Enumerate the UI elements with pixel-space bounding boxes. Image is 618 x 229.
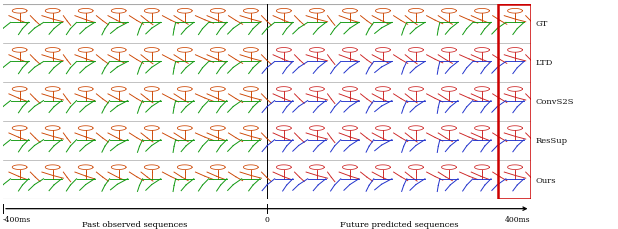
Text: 400ms: 400ms [505, 215, 530, 223]
Text: ConvS2S: ConvS2S [535, 98, 574, 106]
Text: LTD: LTD [535, 59, 552, 67]
Text: ResSup: ResSup [535, 137, 567, 145]
Bar [499, 5, 531, 199]
Text: Ours: Ours [535, 176, 556, 184]
Text: Future predicted sequences: Future predicted sequences [340, 220, 459, 228]
Text: Past observed sequences: Past observed sequences [82, 220, 188, 228]
Text: GT: GT [535, 20, 548, 28]
Text: 0: 0 [265, 215, 269, 223]
Text: -400ms: -400ms [3, 215, 32, 223]
